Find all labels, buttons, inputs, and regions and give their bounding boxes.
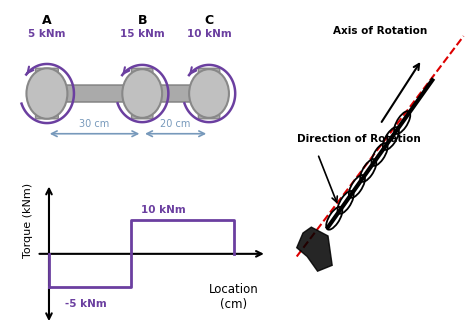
Text: 10 kNm: 10 kNm <box>187 29 231 39</box>
FancyBboxPatch shape <box>44 85 218 102</box>
Text: 5 kNm: 5 kNm <box>28 29 66 39</box>
Text: Direction of Rotation: Direction of Rotation <box>297 134 420 144</box>
Text: Axis of Rotation: Axis of Rotation <box>333 26 427 36</box>
Text: -5 kNm: -5 kNm <box>65 299 107 309</box>
Ellipse shape <box>189 69 229 118</box>
FancyBboxPatch shape <box>36 68 58 119</box>
Text: Torque (kNm): Torque (kNm) <box>23 183 34 258</box>
Text: 20 cm: 20 cm <box>160 119 191 129</box>
Text: C: C <box>204 14 214 27</box>
Text: 30 cm: 30 cm <box>80 119 109 129</box>
Text: B: B <box>137 14 147 27</box>
Text: Location
(cm): Location (cm) <box>209 283 259 311</box>
FancyBboxPatch shape <box>131 68 153 119</box>
FancyBboxPatch shape <box>198 68 219 119</box>
Ellipse shape <box>122 69 162 118</box>
Text: A: A <box>42 14 52 27</box>
Polygon shape <box>297 227 332 271</box>
Ellipse shape <box>27 68 67 119</box>
Text: 10 kNm: 10 kNm <box>141 205 186 215</box>
Text: 15 kNm: 15 kNm <box>120 29 164 39</box>
